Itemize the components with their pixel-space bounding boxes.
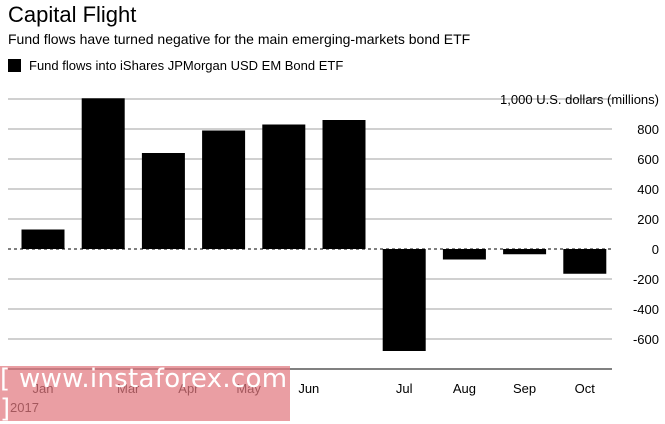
x-tick-label: Jun [298,381,319,396]
y-tick-label: -600 [633,332,659,347]
bar [202,130,246,249]
bar [503,249,547,255]
y-tick-label: 600 [637,152,659,167]
x-tick-label: Jul [396,381,413,396]
legend: Fund flows into iShares JPMorgan USD EM … [8,58,343,73]
bar [563,249,607,274]
watermark: [ www.instaforex.com ] [0,364,290,424]
x-tick-label: Oct [575,381,596,396]
chart-subtitle: Fund flows have turned negative for the … [8,31,471,47]
chart-title: Capital Flight [8,2,137,27]
bar [141,153,185,249]
bar [322,120,366,249]
y-tick-label: -200 [633,272,659,287]
y-tick-label: 400 [637,182,659,197]
bar [81,98,125,249]
legend-label: Fund flows into iShares JPMorgan USD EM … [29,58,344,73]
y-tick-label: 200 [637,212,659,227]
bar [21,229,65,249]
x-tick-label: Sep [513,381,536,396]
bar [262,124,306,249]
y-tick-label: 0 [652,242,659,257]
y-tick-label: -400 [633,302,659,317]
bar [442,249,486,260]
x-tick-label: Aug [453,381,476,396]
legend-swatch [8,59,21,72]
bar [382,249,426,351]
y-tick-label: 800 [637,122,659,137]
y-tick-label: 1,000 U.S. dollars (millions) [500,92,659,107]
